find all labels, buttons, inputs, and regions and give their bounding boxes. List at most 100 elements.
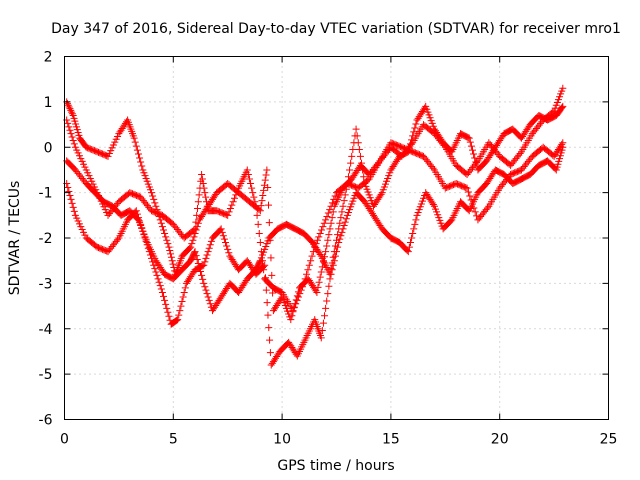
data-point [77,223,85,231]
data-point [133,146,141,154]
data-point [308,252,316,260]
data-point [151,199,159,207]
data-point [257,202,265,210]
data-point [470,150,478,158]
data-point [366,194,374,202]
data-point [437,219,445,227]
data-point [260,248,268,256]
data-point [157,285,165,293]
data-point [249,189,257,197]
data-point [67,195,75,203]
data-point [342,185,350,193]
data-point [223,242,231,250]
data-point [191,249,199,257]
data-point [150,261,158,269]
data-point [362,182,370,190]
data-point [193,256,201,264]
data-point [130,134,138,142]
y-tick-label: 2 [44,50,53,66]
data-point [328,199,336,207]
data-point [343,180,351,188]
data-point [292,300,300,308]
x-tick-label: 15 [382,432,400,448]
data-point [262,274,270,282]
data-point [356,152,364,160]
data-point [408,234,416,242]
data-point [405,144,413,152]
data-point [229,198,237,206]
data-point [199,180,207,188]
data-point [359,166,367,174]
data-point [253,211,261,219]
data-point [281,301,289,309]
data-point [553,163,561,171]
data-point [469,146,476,154]
data-point [327,202,335,210]
data-point [384,174,392,182]
data-point [101,206,109,214]
data-point [516,149,524,157]
data-point [134,216,142,224]
data-point [293,296,301,304]
data-point [338,208,346,216]
data-point [139,166,147,174]
data-point [380,183,388,191]
data-point [329,208,337,216]
data-point [71,117,79,125]
data-point [340,197,348,205]
data-point [425,111,433,119]
data-point [252,202,260,210]
data-point [77,155,85,163]
data-point [64,119,72,127]
data-point [244,170,252,178]
data-point [152,202,160,210]
data-point [462,184,470,192]
data-point [107,147,115,155]
data-point [383,177,391,185]
data-point [134,150,142,158]
data-point [255,229,263,237]
data-point [192,252,200,260]
data-point [66,191,74,199]
data-point [138,224,146,232]
data-point [336,235,344,243]
data-point [201,283,209,291]
data-point [233,187,241,195]
data-point [324,236,332,244]
x-tick-labels: 0 5 10 15 20 25 [60,432,617,448]
y-tick-label: -3 [39,276,53,292]
data-point [177,302,185,310]
axis-ticks [64,56,609,420]
data-point [141,233,149,241]
data-point [167,253,175,261]
data-point [409,229,417,237]
x-tick-label: 20 [491,432,509,448]
data-point [264,184,272,192]
x-tick-label: 25 [600,432,618,448]
data-point [138,162,146,170]
data-point [337,232,345,240]
data-point [65,187,73,195]
data-point [315,278,323,286]
data-point [329,253,337,261]
data-point [74,129,82,137]
data-point [322,248,330,256]
data-point [173,316,181,324]
data-point [261,245,269,253]
data-point [191,225,199,233]
data-point [195,191,203,199]
data-point [81,163,89,171]
data-point [136,219,144,227]
data-point [417,200,425,208]
data-point [336,219,344,227]
y-tick-label: -4 [39,322,53,338]
data-point [132,142,140,150]
data-point [316,250,324,258]
data-point [259,251,267,259]
data-point [198,271,206,279]
data-point [559,102,567,110]
data-point [259,191,267,199]
data-point [69,136,77,144]
data-point [142,174,150,182]
data-point [71,211,79,219]
